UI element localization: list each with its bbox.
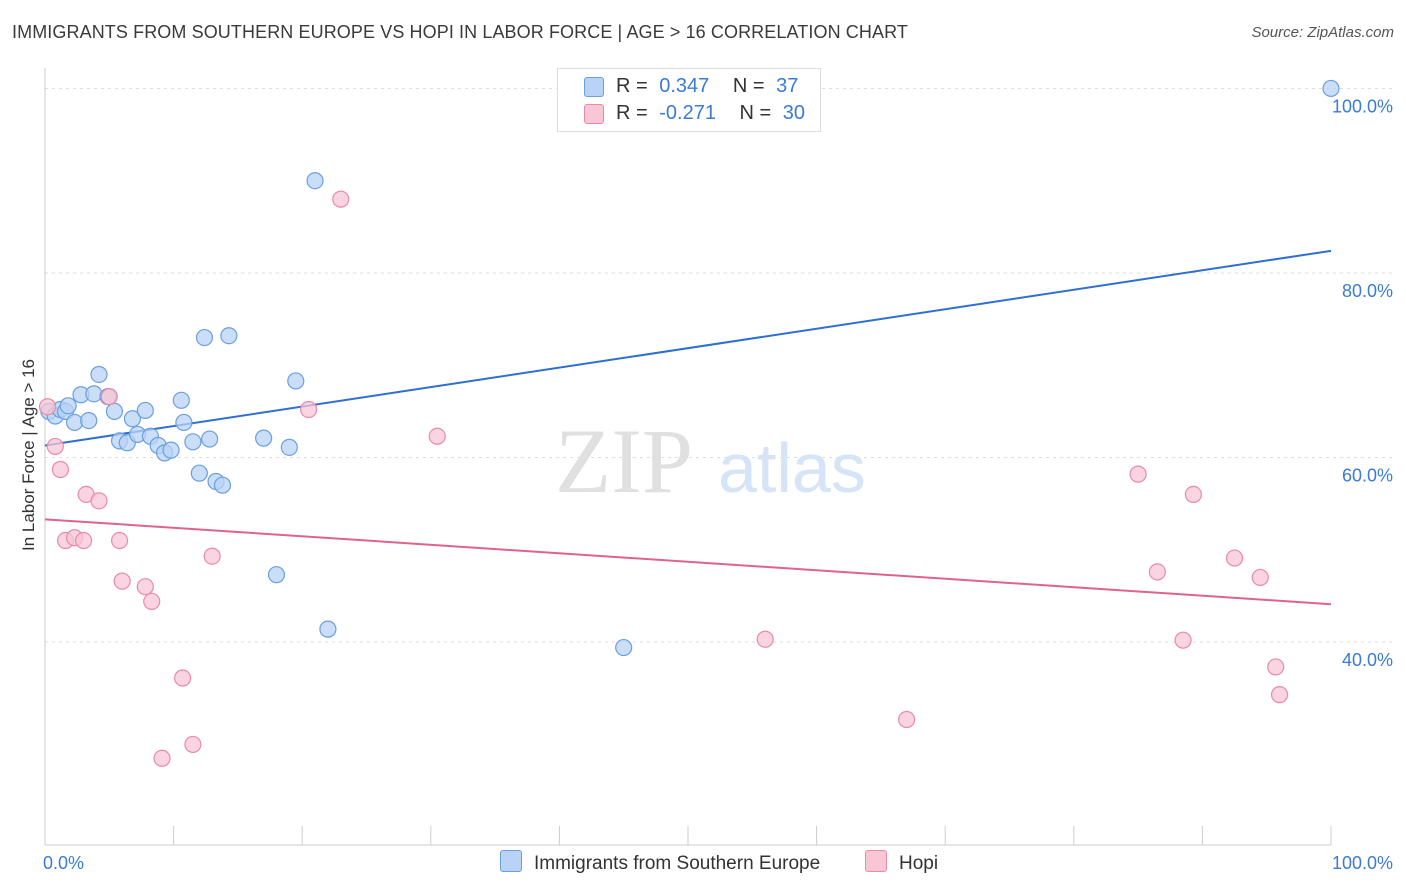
point-immigrants	[615, 638, 633, 657]
y-tick-label: 40.0%	[1342, 650, 1393, 670]
legend-n-value-series2: 30	[782, 102, 806, 124]
point-hopi	[1251, 568, 1269, 587]
point-immigrants	[175, 413, 193, 432]
point-hopi	[1174, 631, 1192, 649]
legend-r-value-series2: -0.271	[659, 102, 716, 124]
point-immigrants	[65, 413, 84, 432]
point-hopi	[898, 710, 916, 729]
point-immigrants	[280, 438, 298, 456]
point-hopi	[110, 531, 129, 550]
chart-title: IMMIGRANTS FROM SOUTHERN EUROPE VS HOPI …	[12, 22, 908, 42]
point-hopi	[428, 427, 446, 445]
correlation-legend: R = 0.347 N = 37 R = -0.271 N = 30	[557, 68, 821, 132]
legend-n-value-series1: 37	[776, 75, 799, 97]
point-immigrants	[162, 441, 180, 459]
point-hopi	[1225, 549, 1244, 567]
point-immigrants	[136, 401, 154, 420]
watermark: ZIP atlas	[555, 410, 866, 512]
point-immigrants	[190, 464, 208, 482]
legend-r-value-series1: 0.347	[659, 75, 710, 97]
point-hopi	[46, 437, 64, 456]
tick-labels: 40.0% 60.0% 80.0% 100.0% 0.0% 100.0%	[43, 96, 1393, 873]
source-label: Source: ZipAtlas.com	[1251, 24, 1394, 41]
point-immigrants	[195, 328, 214, 347]
trend-line-hopi	[44, 518, 1332, 606]
y-tick-label: 80.0%	[1342, 281, 1393, 301]
watermark-zip: ZIP	[555, 410, 693, 512]
watermark-atlas: atlas	[718, 429, 866, 507]
x-tick-label: 0.0%	[43, 853, 84, 873]
point-hopi	[1184, 485, 1202, 504]
legend-swatch-pink	[584, 104, 604, 124]
point-hopi	[90, 492, 108, 510]
point-immigrants	[59, 397, 77, 415]
x-tick-label: 100.0%	[1332, 853, 1393, 873]
point-hopi	[51, 460, 70, 479]
point-hopi	[300, 400, 318, 419]
legend-swatch-pink	[865, 850, 887, 872]
series-name-immigrants: Immigrants from Southern Europe	[534, 853, 821, 874]
trend-line-immigrants	[44, 249, 1332, 447]
legend-r-label: R =	[616, 102, 648, 124]
point-immigrants	[105, 402, 124, 420]
data-points	[38, 79, 1340, 767]
point-hopi	[100, 388, 118, 406]
legend-n-label: N =	[732, 75, 765, 97]
point-hopi	[203, 547, 221, 565]
point-hopi	[1148, 563, 1166, 581]
point-immigrants	[213, 476, 232, 494]
point-immigrants	[201, 430, 219, 448]
point-hopi	[136, 578, 154, 596]
point-immigrants	[319, 620, 337, 638]
y-tick-label: 100.0%	[1332, 96, 1393, 116]
y-axis-label: In Labor Force | Age > 16	[19, 359, 38, 551]
legend-r-label: R =	[616, 75, 648, 97]
trend-lines	[44, 249, 1332, 606]
legend-swatch-blue	[584, 77, 604, 97]
point-immigrants	[123, 410, 142, 428]
point-hopi	[184, 735, 202, 754]
series-legend-immigrants: Immigrants from Southern Europe	[500, 850, 820, 875]
point-immigrants	[184, 433, 202, 451]
point-immigrants	[85, 385, 103, 403]
series-legend-hopi: Hopi	[865, 850, 938, 875]
point-hopi	[153, 749, 171, 767]
point-hopi	[1267, 658, 1285, 676]
point-immigrants	[1322, 79, 1340, 98]
point-hopi	[1270, 686, 1289, 704]
legend-swatch-blue	[500, 850, 522, 872]
point-immigrants	[306, 172, 324, 190]
grid	[45, 87, 1392, 643]
point-hopi	[756, 630, 774, 648]
y-tick-label: 60.0%	[1342, 466, 1393, 486]
point-immigrants	[90, 365, 108, 384]
point-hopi	[38, 398, 57, 416]
point-hopi	[113, 572, 131, 590]
series-name-hopi: Hopi	[899, 853, 939, 874]
point-immigrants	[267, 566, 286, 584]
point-immigrants	[255, 429, 273, 447]
point-hopi	[74, 531, 93, 550]
point-hopi	[174, 669, 192, 687]
point-hopi	[1129, 465, 1147, 483]
point-immigrants	[80, 411, 98, 430]
point-immigrants	[172, 391, 190, 409]
point-immigrants	[220, 327, 238, 345]
point-hopi	[143, 592, 161, 611]
axes	[44, 68, 1332, 846]
point-immigrants	[287, 372, 305, 390]
legend-n-label: N =	[739, 102, 772, 124]
point-hopi	[332, 190, 350, 208]
